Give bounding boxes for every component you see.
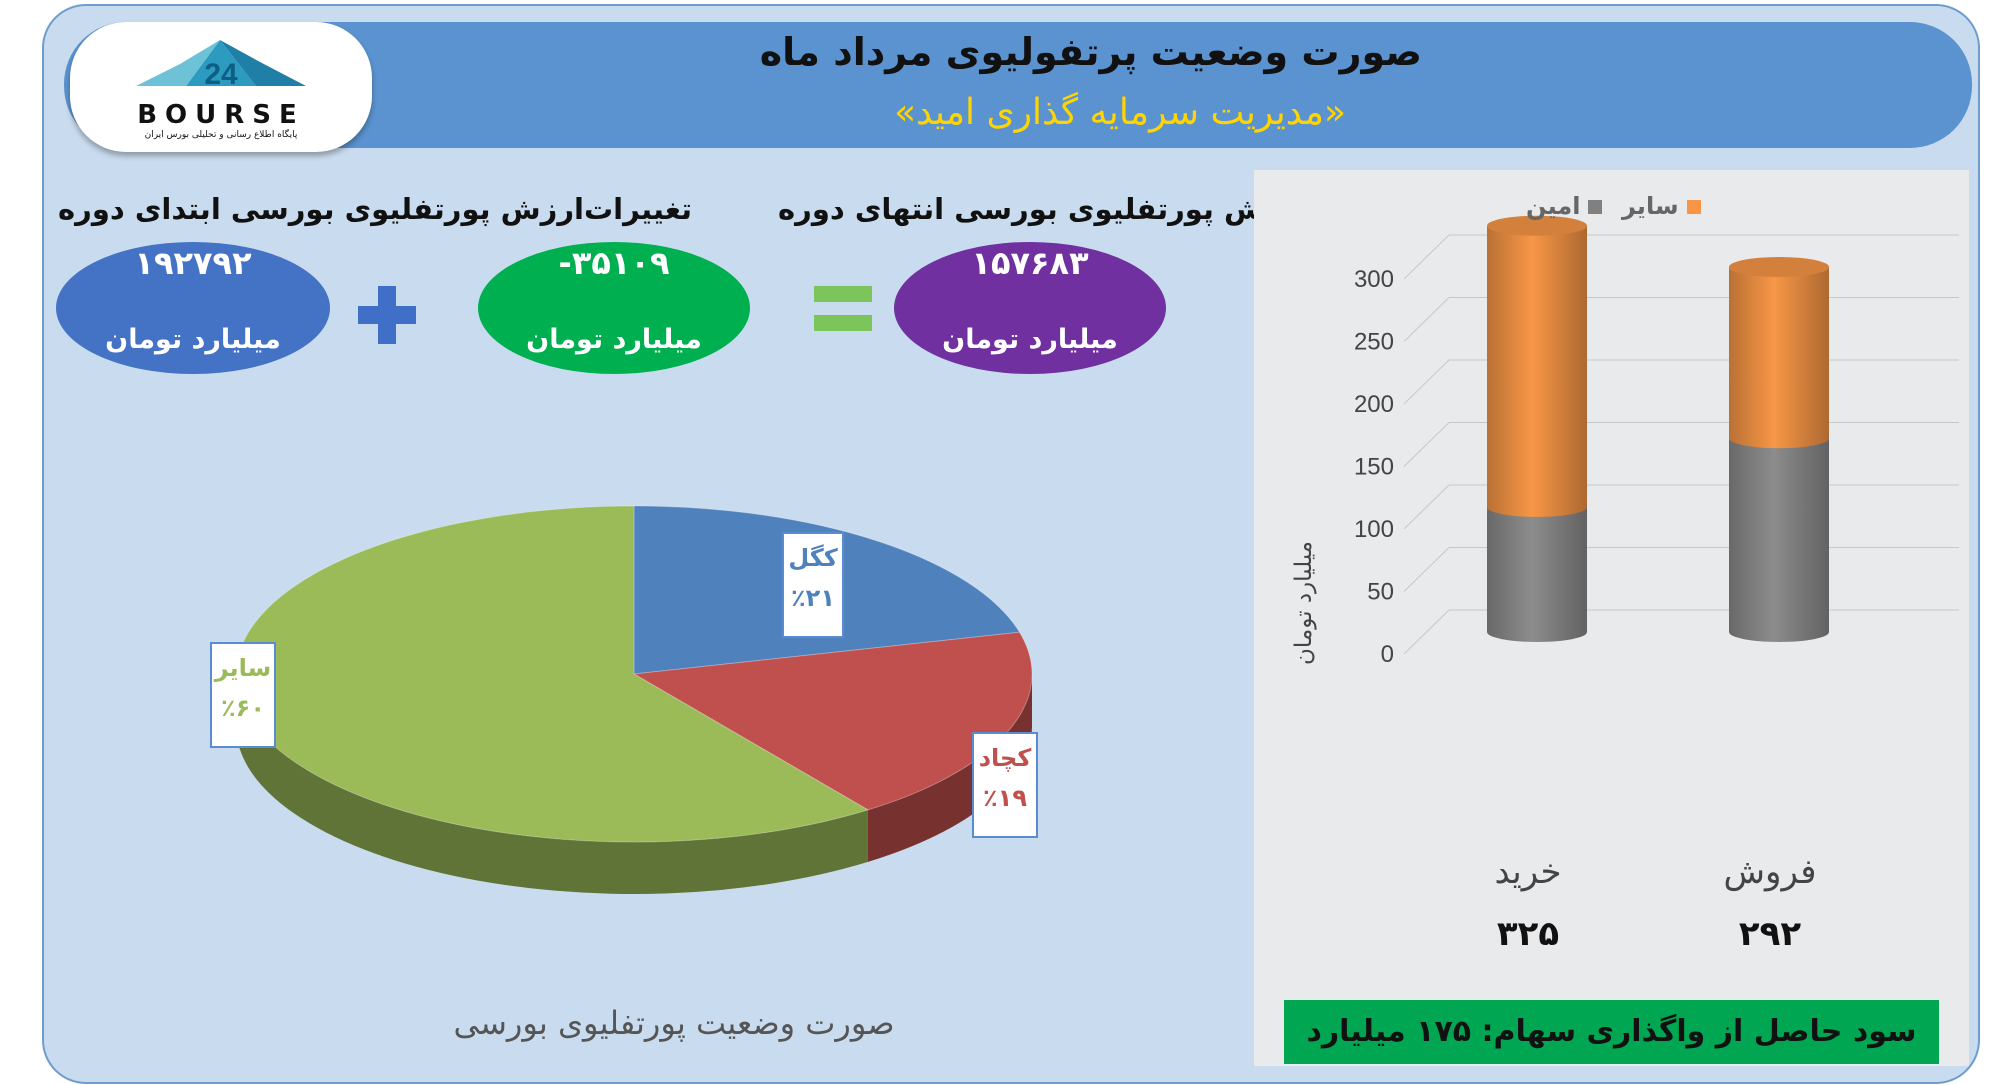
legend-label-other: سایر — [1622, 192, 1679, 220]
equals-icon — [814, 286, 872, 302]
bar-chart-panel: 0 50 100 150 200 250 300 سایر امین میلیارد توم… — [1254, 170, 1969, 1082]
pie-label-kchad: کچاد ٪۱۹ — [972, 732, 1038, 838]
pie-label-kchad-value: ٪۱۹ — [983, 784, 1027, 812]
logo: 24 BOURSE پایگاه اطلاع رسانی و تحلیلی بو… — [70, 22, 372, 152]
grid-diag — [1403, 484, 1450, 530]
y-tick-label: 100 — [1354, 516, 1394, 543]
change-label: تغییرات — [584, 192, 693, 226]
end-value-label: ارزش پورتفلیوی بورسی انتهای دوره — [778, 192, 1308, 226]
grid-diag — [1403, 547, 1450, 592]
y-tick-label: 0 — [1381, 641, 1394, 668]
category-label-buy: خرید — [1494, 852, 1562, 892]
pie-label-kgol: کگل ٪۲۱ — [782, 532, 844, 638]
y-tick-label: 300 — [1354, 266, 1394, 293]
pie-wall-2 — [236, 674, 868, 894]
header-banner: صورت وضعیت پرتفولیوی مرداد ماه «مدیریت س… — [64, 22, 1972, 148]
total-label-buy: ۳۲۵ — [1496, 914, 1560, 954]
start-value-label: ارزش پورتفلیوی بورسی ابتدای دوره — [58, 192, 584, 226]
page-subtitle: «مدیریت سرمایه گذاری امید» — [893, 92, 1346, 133]
legend-swatch-amin — [1588, 200, 1603, 214]
change-value-unit: میلیارد تومان — [526, 324, 702, 355]
bar-chart: 0 50 100 150 200 250 300 — [1354, 215, 1959, 668]
profit-banner: سود حاصل از واگذاری سهام: ۱۷۵ میلیارد تو… — [1284, 1000, 1939, 1082]
logo-text: BOURSE — [137, 100, 305, 130]
y-tick-label: 50 — [1367, 579, 1394, 606]
pie-slice-1 — [632, 631, 1033, 811]
total-label-sell: ۲۹۲ — [1738, 914, 1802, 954]
grid-diag — [1403, 297, 1450, 342]
grid-diag — [1403, 234, 1450, 280]
pie-label-other: سایر ٪۶۰ — [210, 642, 276, 748]
pie-label-kgol-name: کگل — [788, 544, 838, 572]
bar-1-1 — [1729, 267, 1829, 449]
bar-1-0 — [1729, 438, 1829, 642]
plus-icon-vertical — [378, 286, 396, 344]
logo-mark-icon: 24 — [136, 40, 306, 91]
pie-caption: صورت وضعیت پورتفلیوی بورسی — [453, 1004, 895, 1042]
end-value-ellipse: ۱۵۷۶۸۳ میلیارد تومان — [894, 242, 1166, 374]
change-value: -۳۵۱۰۹ — [558, 244, 670, 282]
legend-item-other: سایر — [1622, 192, 1701, 220]
legend-swatch-other — [1686, 200, 1701, 214]
end-value: ۱۵۷۶۸۳ — [971, 244, 1089, 282]
equals-icon-lower — [814, 315, 872, 331]
y-tick-label: 200 — [1354, 391, 1394, 418]
bar-0-1 — [1487, 225, 1587, 517]
legend-item-amin: امین — [1526, 192, 1603, 220]
grid-diag — [1403, 609, 1450, 655]
grid-diag — [1403, 422, 1450, 467]
page-title: صورت وضعیت پرتفولیوی مرداد ماه — [759, 30, 1422, 74]
start-value-unit: میلیارد تومان — [105, 324, 281, 355]
y-tick-label: 250 — [1354, 329, 1394, 356]
pie-label-other-value: ٪۶۰ — [221, 694, 265, 722]
y-tick-label: 150 — [1354, 454, 1394, 481]
change-value-ellipse: -۳۵۱۰۹ میلیارد تومان — [478, 242, 750, 374]
start-value-ellipse: ۱۹۲۷۹۲ میلیارد تومان — [56, 242, 330, 374]
bar-cap-0 — [1487, 215, 1587, 236]
y-axis-label: میلیارد تومان — [1290, 541, 1317, 665]
category-label-sell: فروش — [1723, 852, 1817, 892]
start-value: ۱۹۲۷۹۲ — [134, 244, 252, 282]
end-value-unit: میلیارد تومان — [942, 324, 1118, 355]
legend-label-amin: امین — [1526, 192, 1581, 220]
pie-label-other-name: سایر — [214, 654, 272, 682]
pie-wall-1 — [867, 674, 1032, 862]
dashboard-frame: صورت وضعیت پرتفولیوی مرداد ماه «مدیریت س… — [42, 4, 1980, 1084]
logo-tagline: پایگاه اطلاع رسانی و تحلیلی بورس ایران — [144, 130, 298, 140]
logo-number: 24 — [204, 58, 238, 91]
pie-chart — [235, 505, 1033, 894]
bar-cap-1 — [1729, 257, 1829, 277]
pie-label-kchad-name: کچاد — [978, 744, 1032, 772]
bar-0-0 — [1487, 507, 1587, 642]
pie-label-kgol-value: ٪۲۱ — [791, 584, 835, 612]
grid-diag — [1403, 359, 1450, 405]
